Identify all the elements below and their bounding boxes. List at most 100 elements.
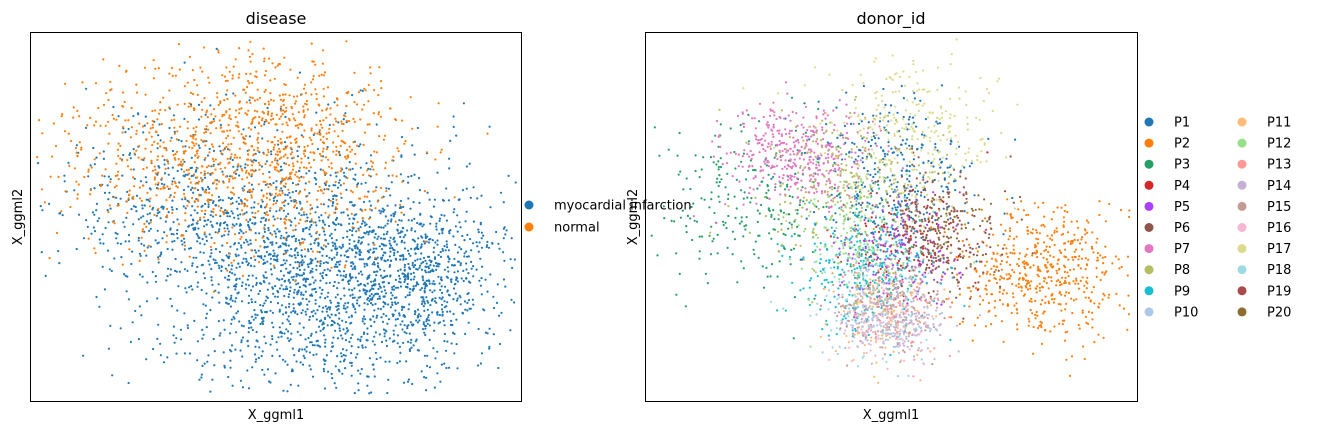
data-point [308, 228, 311, 231]
data-point [1063, 255, 1066, 258]
data-point [322, 328, 325, 331]
data-point [267, 218, 270, 221]
data-point [717, 160, 720, 163]
data-point [277, 170, 280, 173]
data-point [102, 157, 105, 160]
data-point [237, 254, 240, 257]
data-point [333, 130, 336, 133]
data-point [264, 183, 267, 186]
data-point [392, 215, 395, 218]
data-point [128, 240, 131, 243]
data-point [701, 235, 704, 238]
data-point [313, 242, 316, 245]
data-point [896, 111, 899, 114]
data-point [271, 287, 274, 290]
data-point [192, 92, 195, 96]
data-point [160, 182, 163, 185]
data-point [183, 85, 186, 88]
data-point [98, 152, 101, 155]
data-point [135, 91, 139, 94]
data-point [407, 276, 410, 279]
data-point [963, 210, 966, 213]
data-point [403, 268, 406, 272]
data-point [698, 176, 701, 179]
data-point [388, 255, 391, 258]
data-point [237, 163, 240, 166]
data-point [192, 135, 195, 138]
data-point [234, 94, 237, 97]
data-point [990, 267, 993, 270]
data-point [119, 242, 122, 245]
data-point [262, 47, 265, 50]
data-point [351, 261, 354, 264]
data-point [435, 301, 438, 304]
data-point [235, 278, 238, 282]
data-point [128, 153, 131, 156]
data-point [1104, 245, 1107, 248]
data-point [1027, 317, 1030, 320]
data-point [107, 98, 110, 102]
data-point [902, 115, 905, 119]
data-point [322, 230, 326, 233]
data-point [48, 257, 51, 260]
data-point [188, 102, 191, 105]
data-point [439, 321, 442, 324]
data-point [327, 103, 330, 106]
data-point [1010, 311, 1013, 315]
data-point [1086, 264, 1089, 267]
data-point [114, 231, 117, 234]
data-point [802, 200, 805, 203]
data-point [213, 350, 216, 353]
data-point [196, 285, 199, 288]
data-point [1005, 247, 1008, 250]
data-point [158, 254, 162, 258]
data-point [201, 165, 204, 168]
data-point [283, 332, 286, 335]
data-point [426, 322, 429, 325]
data-point [450, 342, 453, 345]
data-point [302, 354, 305, 357]
data-point [940, 84, 944, 87]
data-point [239, 228, 242, 231]
data-point [667, 148, 670, 151]
data-point [228, 108, 231, 111]
data-point [432, 246, 436, 249]
data-point [324, 156, 328, 159]
data-point [1091, 311, 1094, 314]
data-point [223, 328, 226, 331]
data-point [90, 166, 93, 169]
data-point [280, 180, 283, 183]
data-point [1064, 204, 1067, 207]
panel-title: disease [246, 9, 307, 28]
data-point [204, 156, 207, 160]
data-point [770, 215, 773, 218]
data-point [421, 276, 424, 279]
data-point [231, 212, 234, 215]
data-point [279, 217, 282, 220]
data-point [272, 199, 275, 202]
data-point [178, 68, 181, 71]
data-point [375, 274, 378, 277]
data-point [871, 189, 874, 192]
data-point [422, 261, 425, 264]
data-point [284, 115, 287, 119]
data-point [191, 146, 194, 150]
data-point [263, 281, 266, 284]
data-point [389, 244, 393, 247]
data-point [208, 233, 211, 236]
data-point [234, 253, 237, 256]
data-point [205, 125, 208, 128]
data-point [296, 260, 299, 264]
data-point [353, 287, 356, 290]
data-point [263, 123, 266, 126]
data-point [357, 272, 360, 275]
data-point [233, 156, 236, 159]
data-point [130, 208, 133, 211]
data-point [413, 173, 416, 176]
data-point [452, 211, 455, 214]
data-point [922, 161, 925, 164]
data-point [334, 296, 337, 299]
data-point [231, 158, 234, 162]
data-point [354, 178, 357, 181]
data-point [853, 142, 856, 145]
